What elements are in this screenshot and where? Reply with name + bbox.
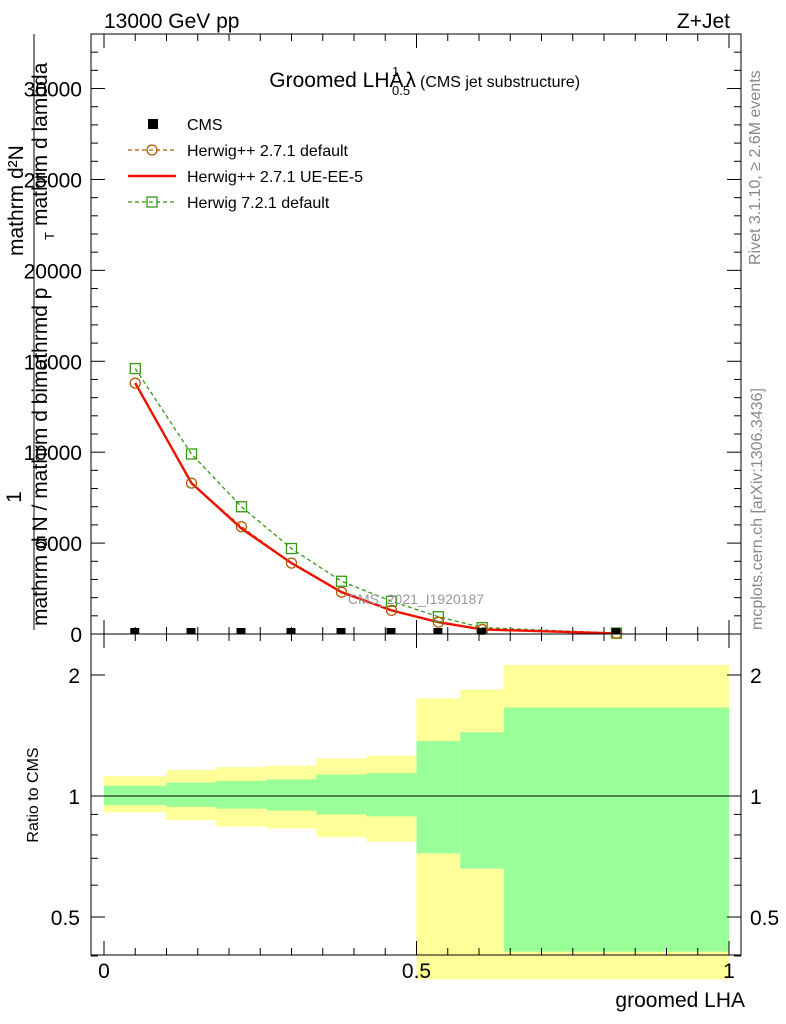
ratio-band-inner: [460, 732, 504, 869]
ratio-band-inner: [216, 780, 267, 809]
herwig7-point: [235, 501, 248, 513]
ratio-tick-label-right: 0.5: [750, 907, 779, 930]
herwig7-point: [385, 595, 398, 607]
cms-data-point: [433, 628, 443, 634]
y-tick-label: 10000: [24, 442, 82, 465]
ratio-band-inner: [504, 707, 729, 952]
chart-title-main: Groomed LHA: [269, 69, 403, 92]
ratio-tick-label-left: 1: [68, 786, 80, 809]
y-tick-label: 5000: [35, 533, 82, 556]
legend: CMS Herwig++ 2.7.1 default Herwig++ 2.7.…: [128, 117, 363, 212]
chart-title-sub: 0.5: [392, 83, 410, 98]
y-tick-label: 15000: [24, 351, 82, 374]
legend-herwig-default-label: Herwig++ 2.7.1 default: [187, 143, 349, 160]
herwig-default-point: [385, 604, 398, 617]
ratio-ylabel: Ratio to CMS: [25, 747, 42, 842]
ratio-band-inner: [316, 774, 367, 815]
legend-cms-label: CMS: [187, 117, 223, 134]
ratio-band-inner: [166, 782, 217, 807]
ylabel-num: mathrm d²N: [5, 145, 28, 256]
ratio-axis-ticks: 0.5 0.5 1 1 2 2 0 0.5 1: [51, 634, 779, 983]
ratio-band-inner: [416, 741, 461, 854]
chart-title-lambda: λ: [406, 69, 417, 92]
ratio-tick-label-right: 1: [750, 786, 762, 809]
ylabel-den-1: mathrm d N / mathrm d bimathrmd p: [29, 288, 52, 626]
x-tick-label: 1: [723, 960, 735, 983]
ylabel-den-2: mathrm d lambda: [29, 62, 52, 226]
herwig-default-point: [235, 521, 248, 533]
legend-herwig-ueee5-label: Herwig++ 2.7.1 UE-EE-5: [187, 169, 363, 186]
cms-data-point: [186, 628, 196, 634]
ylabel-den-sub: T: [42, 232, 57, 240]
herwig7-point: [285, 542, 298, 555]
ratio-tick-label-left: 0.5: [51, 907, 80, 930]
analysis-watermark: CMS_2021_I1920187: [348, 591, 484, 607]
cms-data-point: [386, 628, 396, 634]
herwig-default-point: [432, 616, 445, 628]
herwig-default-point: [335, 586, 348, 598]
ratio-tick-label-right: 2: [750, 665, 762, 688]
ratio-bands: [104, 664, 729, 980]
herwig7-point: [129, 362, 141, 375]
chart-title-sup: 1: [392, 64, 399, 79]
chart-subtitle: (CMS jet substructure): [420, 74, 580, 91]
y-tick-label: 20000: [24, 260, 82, 283]
cms-data-point: [236, 628, 246, 634]
herwig-default-point: [285, 557, 298, 569]
ratio-band-inner: [266, 779, 317, 811]
y-tick-label: 25000: [24, 169, 82, 192]
legend-cms-marker: [148, 119, 158, 129]
main-series: [129, 362, 623, 640]
cms-data-point: [336, 628, 346, 634]
mcplots-label: mcplots.cern.ch [arXiv:1306.3436]: [749, 388, 766, 630]
series-herwig-ueee5-line: [134, 382, 617, 635]
cms-data-point: [130, 628, 140, 634]
herwig7-point: [185, 448, 198, 460]
ratio-tick-label-left: 2: [68, 665, 80, 688]
legend-herwig-default-marker: [146, 144, 158, 156]
header-right: Z+Jet: [677, 10, 730, 33]
legend-herwig7-label: Herwig 7.2.1 default: [187, 195, 330, 212]
x-tick-label: 0.5: [402, 960, 431, 983]
series-herwig7-line: [134, 368, 617, 634]
herwig7-point: [432, 611, 445, 623]
cms-data-point: [477, 628, 487, 634]
herwig7-point: [335, 575, 348, 587]
main-axis-ticks: 0 5000 10000 15000 20000 25000 30000: [24, 33, 741, 647]
cms-data-point: [286, 628, 296, 634]
cms-data-point: [611, 628, 621, 634]
herwig-default-point: [129, 377, 141, 389]
y-tick-label: 0: [70, 624, 82, 647]
ratio-frame: [90, 633, 742, 956]
xlabel: groomed LHA: [615, 989, 745, 1012]
header-left: 13000 GeV pp: [104, 10, 239, 33]
ylabel-top: 1: [3, 491, 26, 503]
chart-title: Groomed LHAλ: [269, 69, 416, 92]
y-tick-label: 30000: [24, 79, 82, 102]
ratio-band-inner: [104, 785, 167, 805]
legend-herwig7-marker: [146, 196, 158, 208]
ratio-band-inner: [366, 773, 417, 817]
herwig-default-point: [185, 477, 198, 489]
rivet-label: Rivet 3.1.10, ≥ 2.6M events: [747, 70, 764, 265]
x-tick-label: 0: [98, 960, 110, 983]
